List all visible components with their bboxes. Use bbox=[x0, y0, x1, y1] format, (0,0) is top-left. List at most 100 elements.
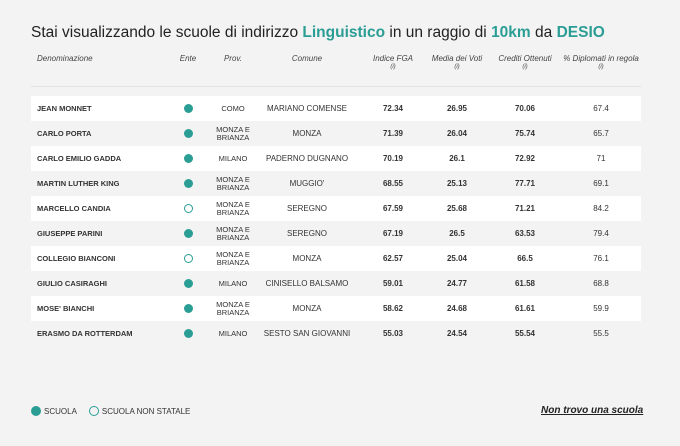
legend: SCUOLA SCUOLA NON STATALE bbox=[31, 406, 202, 416]
table-row[interactable]: JEAN MONNET COMO MARIANO COMENSE 72.34 2… bbox=[31, 96, 641, 121]
school-name[interactable]: COLLEGIO BIANCONI bbox=[37, 254, 116, 263]
media-cell: 24.77 bbox=[446, 279, 468, 288]
table-row[interactable]: CARLO PORTA MONZA E BRIANZA MONZA 71.39 … bbox=[31, 121, 641, 146]
fga-cell: 62.57 bbox=[382, 254, 404, 263]
media-cell: 26.5 bbox=[449, 229, 465, 238]
header-comune[interactable]: Comune bbox=[291, 54, 323, 63]
ente-dot-icon bbox=[183, 204, 193, 213]
crediti-cell: 55.54 bbox=[514, 329, 536, 338]
crediti-cell: 61.61 bbox=[514, 304, 536, 313]
legend-non-statale-label: SCUOLA NON STATALE bbox=[101, 406, 191, 416]
legend-statale-label: SCUOLA bbox=[44, 406, 77, 416]
legend-statale: SCUOLA bbox=[31, 406, 77, 416]
fga-cell: 58.62 bbox=[382, 304, 404, 313]
ente-dot-icon bbox=[183, 254, 193, 263]
header-ente[interactable]: Ente bbox=[179, 54, 197, 63]
ente-cell bbox=[170, 221, 206, 246]
info-icon[interactable]: (i) bbox=[522, 64, 528, 70]
comune-cell: CINISELLO BALSAMO bbox=[265, 279, 349, 288]
school-name[interactable]: GIULIO CASIRAGHI bbox=[37, 279, 108, 288]
ente-cell bbox=[170, 196, 206, 221]
crediti-cell: 66.5 bbox=[517, 254, 533, 263]
header-indice-fga-label: Indice FGA bbox=[372, 54, 413, 63]
header-crediti[interactable]: Crediti Ottenuti (i) bbox=[490, 54, 560, 84]
info-icon[interactable]: (i) bbox=[598, 64, 604, 70]
prov-cell: MONZA E BRIANZA bbox=[216, 224, 250, 242]
table-row[interactable]: MARCELLO CANDIA MONZA E BRIANZA SEREGNO … bbox=[31, 196, 641, 221]
crediti-cell: 75.74 bbox=[514, 129, 536, 138]
school-name[interactable]: CARLO PORTA bbox=[37, 129, 92, 138]
media-cell: 24.54 bbox=[446, 329, 468, 338]
ente-cell bbox=[170, 171, 206, 196]
prov-cell: MONZA E BRIANZA bbox=[216, 124, 250, 142]
ente-dot-icon bbox=[183, 104, 193, 113]
comune-cell: SESTO SAN GIOVANNI bbox=[263, 329, 351, 338]
header-denominazione[interactable]: Denominazione bbox=[37, 54, 93, 63]
comune-cell: SEREGNO bbox=[286, 204, 327, 213]
ente-cell bbox=[170, 296, 206, 321]
table-row[interactable]: ERASMO DA ROTTERDAM MILANO SESTO SAN GIO… bbox=[31, 321, 641, 346]
table-row[interactable]: GIULIO CASIRAGHI MILANO CINISELLO BALSAM… bbox=[31, 271, 641, 296]
fga-cell: 70.19 bbox=[382, 154, 404, 163]
school-name[interactable]: JEAN MONNET bbox=[37, 104, 92, 113]
table-row[interactable]: MOSE' BIANCHI MONZA E BRIANZA MONZA 58.6… bbox=[31, 296, 641, 321]
header-media-voti[interactable]: Media dei Voti (i) bbox=[424, 54, 490, 84]
title-citta: DESIO bbox=[556, 24, 605, 41]
comune-cell: MUGGIO' bbox=[289, 179, 325, 188]
ente-dot-icon bbox=[183, 229, 193, 238]
school-name[interactable]: ERASMO DA ROTTERDAM bbox=[37, 329, 133, 338]
media-cell: 25.04 bbox=[446, 254, 468, 263]
school-name[interactable]: CARLO EMILIO GADDA bbox=[37, 154, 122, 163]
table-row[interactable]: MARTIN LUTHER KING MONZA E BRIANZA MUGGI… bbox=[31, 171, 641, 196]
table-row[interactable]: CARLO EMILIO GADDA MILANO PADERNO DUGNAN… bbox=[31, 146, 641, 171]
fga-cell: 67.19 bbox=[382, 229, 404, 238]
diplomati-cell: 55.5 bbox=[593, 329, 609, 338]
diplomati-cell: 67.4 bbox=[593, 104, 609, 113]
fga-cell: 72.34 bbox=[382, 104, 404, 113]
table-row[interactable]: GIUSEPPE PARINI MONZA E BRIANZA SEREGNO … bbox=[31, 221, 641, 246]
header-crediti-label: Crediti Ottenuti bbox=[498, 54, 552, 63]
header-diplomati[interactable]: % Diplomati in regola (i) bbox=[558, 54, 644, 84]
hollow-dot-icon bbox=[88, 406, 99, 416]
info-icon[interactable]: (i) bbox=[390, 64, 396, 70]
comune-cell: MONZA bbox=[292, 254, 322, 263]
prov-cell: MONZA E BRIANZA bbox=[216, 174, 250, 192]
media-cell: 26.95 bbox=[446, 104, 468, 113]
info-icon[interactable]: (i) bbox=[454, 64, 460, 70]
title-mid: in un raggio di bbox=[385, 24, 492, 41]
school-name[interactable]: MARCELLO CANDIA bbox=[37, 204, 111, 213]
diplomati-cell: 65.7 bbox=[593, 129, 609, 138]
crediti-cell: 70.06 bbox=[514, 104, 536, 113]
crediti-cell: 72.92 bbox=[514, 154, 536, 163]
table-row[interactable]: COLLEGIO BIANCONI MONZA E BRIANZA MONZA … bbox=[31, 246, 641, 271]
ente-dot-icon bbox=[183, 329, 193, 338]
school-name[interactable]: MARTIN LUTHER KING bbox=[37, 179, 120, 188]
prov-cell: MILANO bbox=[218, 328, 248, 338]
media-cell: 26.04 bbox=[446, 129, 468, 138]
ente-cell bbox=[170, 121, 206, 146]
school-name[interactable]: MOSE' BIANCHI bbox=[37, 304, 95, 313]
not-found-link[interactable]: Non trovo una scuola bbox=[541, 405, 644, 416]
school-name[interactable]: GIUSEPPE PARINI bbox=[37, 229, 103, 238]
ente-cell bbox=[170, 271, 206, 296]
header-divider bbox=[31, 86, 641, 87]
diplomati-cell: 68.8 bbox=[593, 279, 609, 288]
prov-cell: MILANO bbox=[218, 153, 248, 163]
crediti-cell: 63.53 bbox=[514, 229, 536, 238]
prov-cell: MILANO bbox=[218, 278, 248, 288]
header-indice-fga[interactable]: Indice FGA (i) bbox=[364, 54, 422, 84]
prov-cell: MONZA E BRIANZA bbox=[216, 249, 250, 267]
diplomati-cell: 76.1 bbox=[593, 254, 609, 263]
ente-cell bbox=[170, 146, 206, 171]
fga-cell: 71.39 bbox=[382, 129, 404, 138]
ente-dot-icon bbox=[183, 304, 193, 313]
ente-cell bbox=[170, 321, 206, 346]
title-raggio: 10km bbox=[491, 24, 531, 41]
ente-dot-icon bbox=[183, 279, 193, 288]
prov-cell: COMO bbox=[221, 103, 245, 113]
title-prefix: Stai visualizzando le scuole di indirizz… bbox=[31, 24, 303, 41]
header-prov[interactable]: Prov. bbox=[223, 54, 243, 63]
media-cell: 24.68 bbox=[446, 304, 468, 313]
ente-dot-icon bbox=[183, 129, 193, 138]
media-cell: 26.1 bbox=[449, 154, 465, 163]
